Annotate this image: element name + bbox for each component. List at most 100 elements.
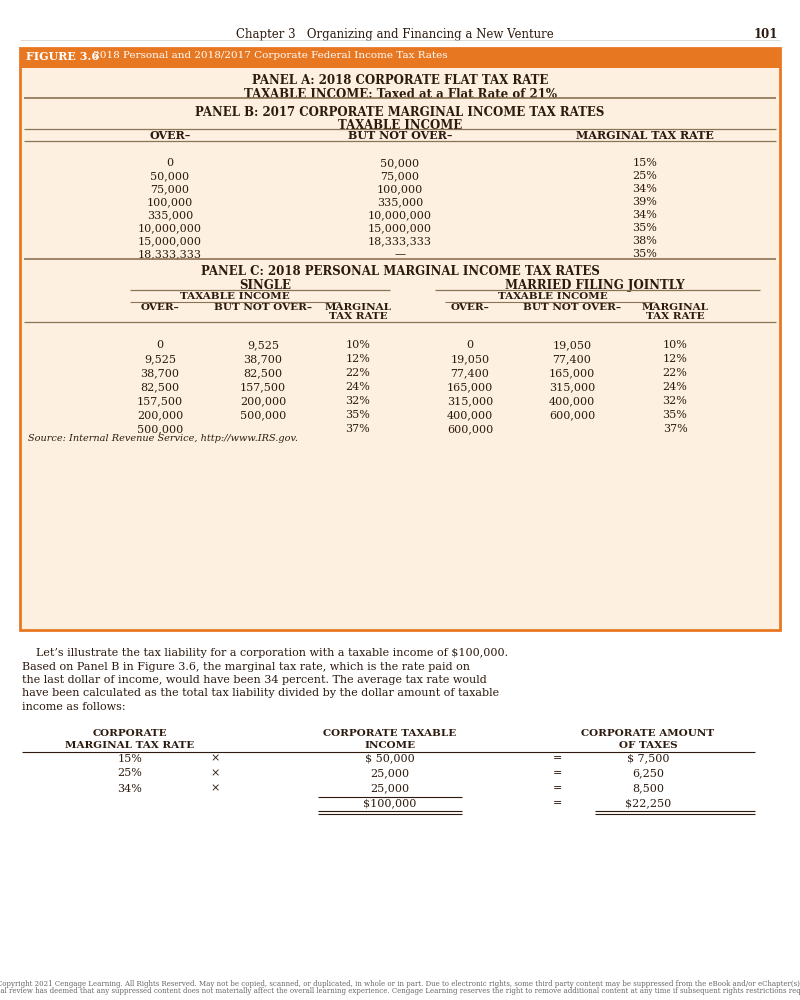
Text: 15,000,000: 15,000,000	[368, 223, 432, 233]
Text: 37%: 37%	[662, 424, 687, 434]
Text: 37%: 37%	[346, 424, 370, 434]
Text: 34%: 34%	[118, 784, 142, 794]
Text: 77,400: 77,400	[450, 368, 490, 378]
Text: 400,000: 400,000	[447, 410, 493, 420]
Text: 10%: 10%	[346, 340, 370, 350]
Text: 9,525: 9,525	[144, 354, 176, 364]
Text: 19,050: 19,050	[450, 354, 490, 364]
Text: 165,000: 165,000	[447, 382, 493, 392]
Text: 15%: 15%	[633, 158, 658, 168]
Text: 200,000: 200,000	[137, 410, 183, 420]
Text: BUT NOT OVER–: BUT NOT OVER–	[523, 303, 621, 312]
Text: 18,333,333: 18,333,333	[138, 249, 202, 259]
Text: 50,000: 50,000	[381, 158, 419, 168]
Text: 82,500: 82,500	[243, 368, 282, 378]
Text: 75,000: 75,000	[381, 171, 419, 181]
Text: 19,050: 19,050	[553, 340, 591, 350]
Text: 25,000: 25,000	[370, 768, 410, 778]
Text: ×: ×	[210, 768, 220, 778]
Text: 500,000: 500,000	[240, 410, 286, 420]
FancyBboxPatch shape	[20, 48, 780, 68]
Text: TAXABLE INCOME: TAXABLE INCOME	[498, 292, 608, 301]
Text: OVER–: OVER–	[141, 303, 179, 312]
Text: $22,250: $22,250	[625, 798, 671, 808]
Text: 35%: 35%	[662, 410, 687, 420]
Text: OVER–: OVER–	[450, 303, 490, 312]
Text: 500,000: 500,000	[137, 424, 183, 434]
Text: Copyright 2021 Cengage Learning. All Rights Reserved. May not be copied, scanned: Copyright 2021 Cengage Learning. All Rig…	[0, 980, 800, 988]
Text: TAXABLE INCOME: TAXABLE INCOME	[338, 119, 462, 132]
Text: Source: Internal Revenue Service, http://www.IRS.gov.: Source: Internal Revenue Service, http:/…	[28, 434, 298, 443]
Text: CORPORATE: CORPORATE	[93, 730, 167, 738]
Text: 157,500: 157,500	[240, 382, 286, 392]
Text: the last dollar of income, would have been 34 percent. The average tax rate woul: the last dollar of income, would have be…	[22, 675, 486, 685]
Text: 101: 101	[754, 28, 778, 41]
Text: PANEL B: 2017 CORPORATE MARGINAL INCOME TAX RATES: PANEL B: 2017 CORPORATE MARGINAL INCOME …	[195, 106, 605, 119]
Text: CORPORATE TAXABLE: CORPORATE TAXABLE	[323, 730, 457, 738]
Text: 38,700: 38,700	[141, 368, 179, 378]
Text: 315,000: 315,000	[447, 396, 493, 406]
Text: 35%: 35%	[346, 410, 370, 420]
Text: OVER–: OVER–	[150, 130, 190, 141]
Text: have been calculated as the total tax liability divided by the dollar amount of : have been calculated as the total tax li…	[22, 688, 499, 698]
Text: MARGINAL TAX RATE: MARGINAL TAX RATE	[576, 130, 714, 141]
Text: Chapter 3   Organizing and Financing a New Venture: Chapter 3 Organizing and Financing a New…	[236, 28, 554, 41]
Text: =: =	[554, 754, 562, 764]
FancyBboxPatch shape	[20, 48, 780, 630]
Text: TAXABLE INCOME: TAXABLE INCOME	[180, 292, 290, 301]
Text: 315,000: 315,000	[549, 382, 595, 392]
Text: income as follows:: income as follows:	[22, 702, 126, 712]
Text: 10,000,000: 10,000,000	[368, 210, 432, 220]
Text: 8,500: 8,500	[632, 784, 664, 794]
Text: 100,000: 100,000	[147, 197, 193, 207]
Text: 24%: 24%	[662, 382, 687, 392]
Text: 35%: 35%	[633, 249, 658, 259]
Text: 100,000: 100,000	[377, 184, 423, 194]
Text: ×: ×	[210, 784, 220, 794]
Text: $100,000: $100,000	[363, 798, 417, 808]
Text: 9,525: 9,525	[247, 340, 279, 350]
Text: =: =	[554, 798, 562, 808]
Text: TAX RATE: TAX RATE	[646, 312, 704, 321]
Text: ×: ×	[210, 754, 220, 764]
Text: 600,000: 600,000	[549, 410, 595, 420]
Text: 15,000,000: 15,000,000	[138, 236, 202, 246]
Text: Editorial review has deemed that any suppressed content does not materially affe: Editorial review has deemed that any sup…	[0, 987, 800, 995]
Text: MARGINAL TAX RATE: MARGINAL TAX RATE	[66, 740, 194, 750]
Text: OF TAXES: OF TAXES	[618, 740, 678, 750]
Text: 82,500: 82,500	[141, 382, 179, 392]
Text: 32%: 32%	[346, 396, 370, 406]
Text: 10%: 10%	[662, 340, 687, 350]
Text: 0: 0	[166, 158, 174, 168]
Text: 18,333,333: 18,333,333	[368, 236, 432, 246]
Text: 35%: 35%	[633, 223, 658, 233]
Text: 22%: 22%	[662, 368, 687, 378]
Text: PANEL C: 2018 PERSONAL MARGINAL INCOME TAX RATES: PANEL C: 2018 PERSONAL MARGINAL INCOME T…	[201, 265, 599, 278]
Text: 25,000: 25,000	[370, 784, 410, 794]
Text: 200,000: 200,000	[240, 396, 286, 406]
Text: —: —	[394, 249, 406, 259]
Text: 10,000,000: 10,000,000	[138, 223, 202, 233]
Text: 32%: 32%	[662, 396, 687, 406]
Text: TAX RATE: TAX RATE	[329, 312, 387, 321]
Text: BUT NOT OVER–: BUT NOT OVER–	[348, 130, 452, 141]
Text: 38%: 38%	[633, 236, 658, 246]
Text: 22%: 22%	[346, 368, 370, 378]
Text: PANEL A: 2018 CORPORATE FLAT TAX RATE: PANEL A: 2018 CORPORATE FLAT TAX RATE	[252, 74, 548, 87]
Text: 15%: 15%	[118, 754, 142, 764]
Text: 12%: 12%	[346, 354, 370, 364]
Text: 39%: 39%	[633, 197, 658, 207]
Text: $ 50,000: $ 50,000	[365, 754, 415, 764]
Text: 38,700: 38,700	[243, 354, 282, 364]
Text: CORPORATE AMOUNT: CORPORATE AMOUNT	[582, 730, 714, 738]
Text: 165,000: 165,000	[549, 368, 595, 378]
Text: TAXABLE INCOME: Taxed at a Flat Rate of 21%: TAXABLE INCOME: Taxed at a Flat Rate of …	[243, 88, 557, 101]
Text: 12%: 12%	[662, 354, 687, 364]
Text: 50,000: 50,000	[150, 171, 190, 181]
Text: Let’s illustrate the tax liability for a corporation with a taxable income of $1: Let’s illustrate the tax liability for a…	[22, 648, 508, 658]
Text: FIGURE 3.6: FIGURE 3.6	[26, 51, 99, 62]
Text: MARGINAL: MARGINAL	[642, 303, 709, 312]
Text: SINGLE: SINGLE	[239, 279, 291, 292]
Text: 0: 0	[466, 340, 474, 350]
Text: 335,000: 335,000	[377, 197, 423, 207]
